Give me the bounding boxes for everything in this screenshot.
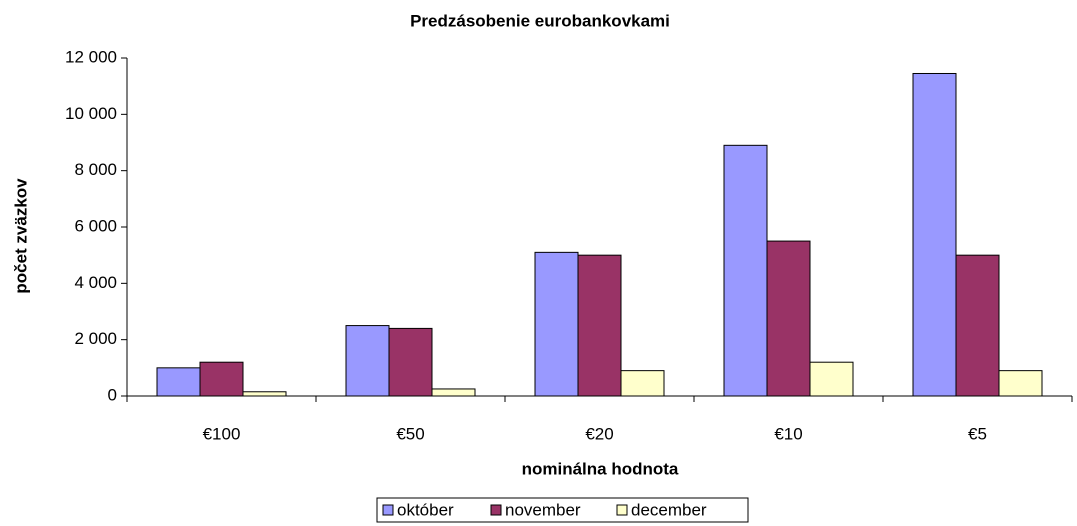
y-tick-label: 2 000 xyxy=(74,329,117,348)
legend-swatch xyxy=(382,504,394,516)
y-tick-label: 8 000 xyxy=(74,160,117,179)
x-tick-label: €5 xyxy=(968,424,987,443)
legend-swatch xyxy=(616,504,628,516)
bar xyxy=(912,72,957,397)
x-tick-label: €10 xyxy=(774,424,802,443)
bar xyxy=(723,144,768,397)
y-tick-label: 4 000 xyxy=(74,273,117,292)
bar xyxy=(156,367,201,397)
x-axis-label: nominálna hodnota xyxy=(522,459,679,478)
y-axis-label: počet zväzkov xyxy=(11,178,30,294)
bar xyxy=(345,325,390,397)
legend-swatch xyxy=(490,504,502,516)
bar xyxy=(809,361,854,397)
legend-label: december xyxy=(631,500,707,519)
legend-label: október xyxy=(397,500,454,519)
bar xyxy=(431,388,476,397)
x-tick-label: €20 xyxy=(585,424,613,443)
legend-box xyxy=(376,497,749,523)
bar xyxy=(199,361,244,397)
bar xyxy=(577,254,622,397)
legend-label: november xyxy=(505,500,581,519)
chart-title: Predzásobenie eurobankovkami xyxy=(410,11,670,30)
bar xyxy=(766,240,811,397)
x-tick-label: €100 xyxy=(203,424,241,443)
x-tick-label: €50 xyxy=(396,424,424,443)
bar xyxy=(955,254,1000,397)
bar xyxy=(242,391,287,397)
y-tick-label: 6 000 xyxy=(74,216,117,235)
bar xyxy=(534,251,579,397)
bar xyxy=(620,370,665,397)
bar xyxy=(998,370,1043,397)
y-tick-label: 12 000 xyxy=(65,47,117,66)
y-tick-label: 10 000 xyxy=(65,104,117,123)
bar xyxy=(388,327,433,397)
y-tick-label: 0 xyxy=(108,385,117,404)
